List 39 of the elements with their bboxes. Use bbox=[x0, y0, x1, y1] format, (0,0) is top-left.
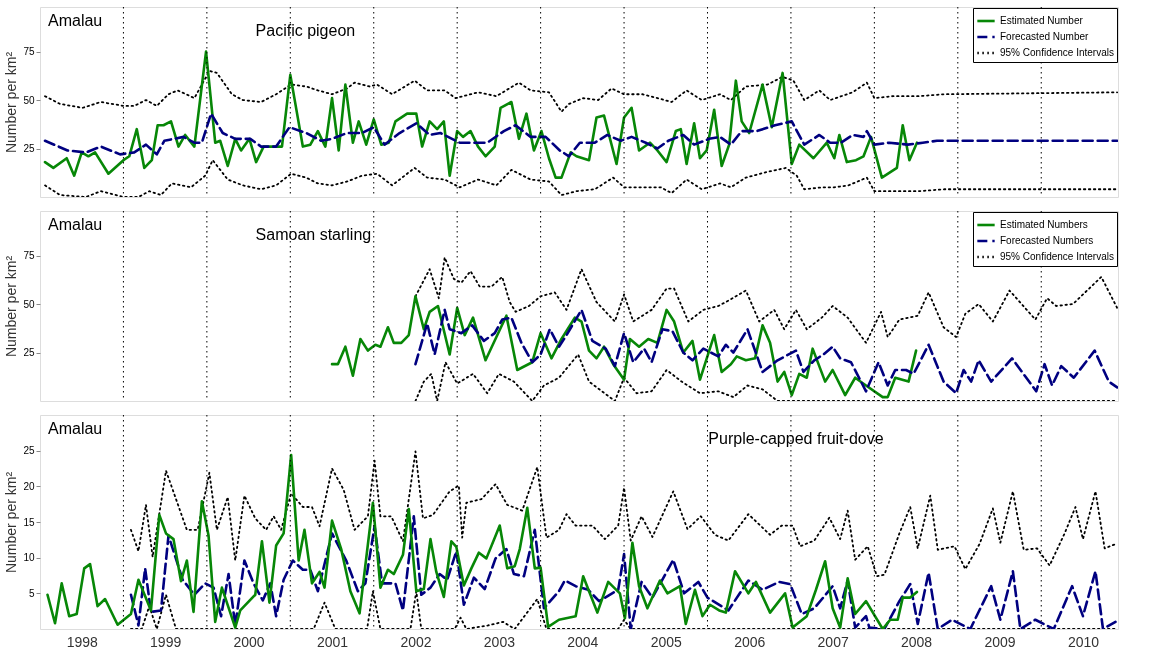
annotation: Amalau bbox=[48, 420, 103, 437]
legend-label: Estimated Number bbox=[1000, 15, 1084, 26]
y-tick-label: 20 bbox=[23, 480, 35, 492]
y-tick-label: 25 bbox=[23, 445, 35, 457]
y-tick-label: 50 bbox=[23, 94, 35, 106]
x-tick-label: 2005 bbox=[650, 633, 683, 650]
x-tick-label: 2006 bbox=[734, 633, 766, 650]
x-tick-label: 2008 bbox=[901, 633, 933, 650]
annotation: Amalau bbox=[48, 216, 103, 233]
x-tick-label: 2000 bbox=[233, 633, 265, 650]
x-tick-label: 2007 bbox=[817, 633, 849, 650]
y-axis-title: Number per km² bbox=[3, 255, 20, 358]
legend-label: 95% Confidence Intervals bbox=[1000, 251, 1114, 262]
y-tick-label: 5 bbox=[28, 587, 35, 599]
text: Samoan starling bbox=[255, 226, 372, 243]
legend-label: 95% Confidence Intervals bbox=[1000, 47, 1114, 58]
x-tick-label: 1999 bbox=[150, 633, 182, 650]
y-tick-label: 50 bbox=[23, 298, 35, 310]
x-tick-label: 2010 bbox=[1067, 633, 1100, 650]
x-tick-label: 1998 bbox=[66, 633, 98, 650]
text: Pacific pigeon bbox=[255, 22, 356, 39]
legend-label: Estimated Numbers bbox=[1000, 219, 1088, 230]
x-tick-label: 2001 bbox=[316, 633, 349, 650]
y-tick-label: 75 bbox=[23, 46, 35, 58]
text: Purple-capped fruit-dove bbox=[708, 430, 884, 447]
y-tick-label: 25 bbox=[23, 347, 35, 359]
legend-label: Forecasted Numbers bbox=[1000, 235, 1094, 246]
y-tick-label: 25 bbox=[23, 143, 35, 155]
y-tick-label: 15 bbox=[23, 516, 35, 528]
annotation: Amalau bbox=[48, 12, 103, 29]
x-tick-label: 2004 bbox=[567, 633, 599, 650]
y-axis-title: Number per km² bbox=[3, 51, 20, 154]
x-tick-label: 2003 bbox=[483, 633, 516, 650]
y-axis-title: Number per km² bbox=[3, 471, 20, 574]
x-tick-label: 2009 bbox=[984, 633, 1016, 650]
y-tick-label: 10 bbox=[23, 552, 35, 564]
legend-label: Forecasted Number bbox=[1000, 31, 1090, 42]
y-tick-label: 75 bbox=[23, 250, 35, 262]
x-tick-label: 2002 bbox=[400, 633, 432, 650]
